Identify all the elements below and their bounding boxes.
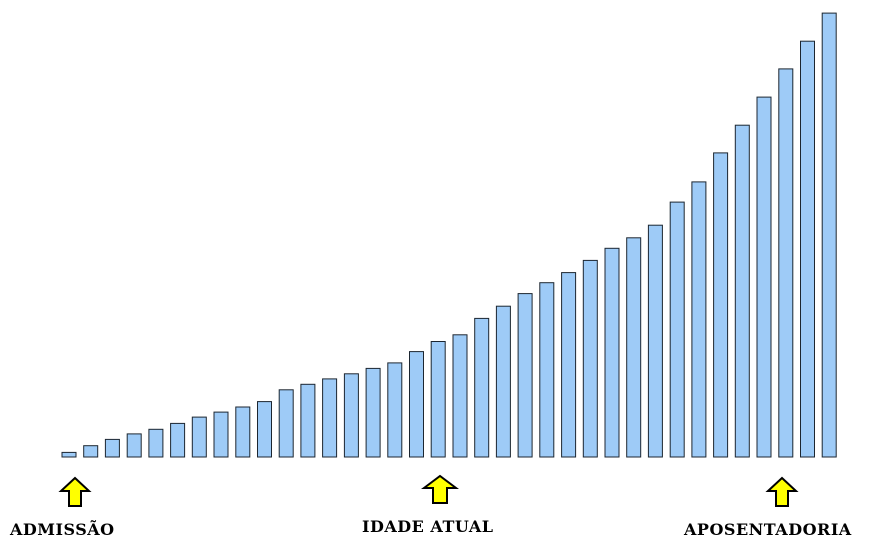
bar-24 — [561, 272, 577, 458]
bar-4 — [126, 433, 142, 458]
up-arrow-icon-admissao — [58, 476, 92, 507]
bar-6 — [170, 422, 186, 458]
bar-36 — [821, 12, 837, 458]
bar-22 — [517, 293, 533, 458]
bar-10 — [257, 401, 272, 458]
bar-14 — [343, 373, 359, 458]
bar-17 — [409, 351, 424, 458]
bar-28 — [647, 224, 663, 458]
bar-1 — [61, 451, 77, 458]
bar-25 — [582, 259, 598, 458]
marker-idade-atual: IDADE ATUAL — [362, 474, 493, 536]
bar-3 — [104, 438, 120, 458]
bar-13 — [322, 378, 338, 458]
bar-16 — [387, 362, 403, 458]
bar-27 — [626, 237, 642, 458]
bar-8 — [213, 411, 229, 458]
bar-20 — [474, 317, 490, 458]
bar-29 — [669, 201, 685, 458]
bar-26 — [604, 247, 620, 458]
bar-32 — [734, 124, 750, 458]
bar-9 — [235, 406, 251, 458]
bar-2 — [83, 445, 99, 458]
bar-21 — [495, 305, 511, 458]
up-arrow-icon-idade-atual — [421, 474, 459, 504]
marker-admissao: ADMISSÃO — [9, 476, 115, 539]
bar-7 — [191, 416, 207, 458]
bar-12 — [300, 383, 316, 458]
bar-18 — [430, 341, 446, 458]
bar-31 — [713, 152, 729, 458]
bar-35 — [800, 40, 815, 458]
bar-34 — [778, 68, 794, 458]
marker-label-idade-atual: IDADE ATUAL — [362, 517, 493, 536]
bar-33 — [756, 96, 772, 458]
marker-label-admissao: ADMISSÃO — [9, 518, 115, 539]
marker-aposentadoria: APOSENTADORIA — [683, 476, 852, 539]
bar-23 — [539, 282, 555, 458]
bar-series — [61, 12, 837, 458]
up-arrow-icon-aposentadoria — [765, 476, 799, 507]
bar-15 — [365, 367, 381, 458]
bar-30 — [691, 181, 707, 458]
marker-label-aposentadoria: APOSENTADORIA — [683, 520, 852, 539]
bar-19 — [452, 334, 468, 458]
bar-5 — [148, 428, 164, 458]
bar-11 — [278, 389, 294, 458]
